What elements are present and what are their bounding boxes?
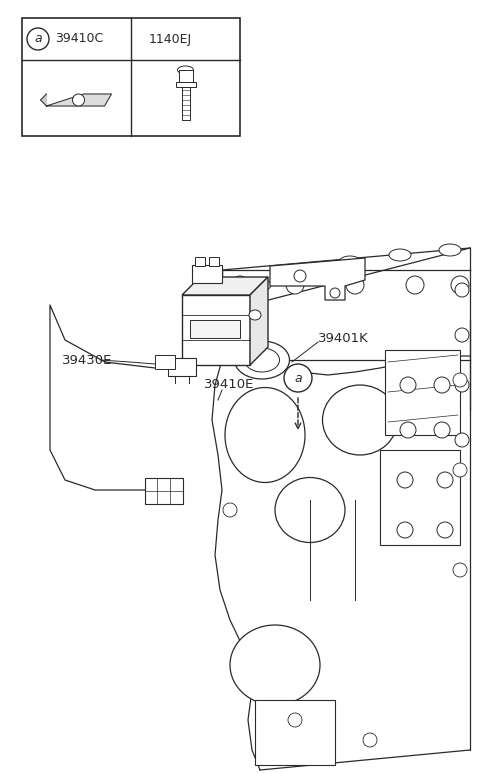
Ellipse shape [294,266,316,278]
Circle shape [434,422,450,438]
Bar [190,320,240,338]
Circle shape [434,377,450,393]
Circle shape [231,276,249,294]
Circle shape [455,433,469,447]
Circle shape [455,283,469,297]
Circle shape [288,713,302,727]
Circle shape [346,276,364,294]
Bar [22,18,240,136]
Text: 1140EJ: 1140EJ [149,32,192,46]
Circle shape [400,422,416,438]
Circle shape [453,373,467,387]
Bar [155,355,175,369]
Circle shape [455,378,469,392]
Text: a: a [294,372,302,384]
Bar [182,295,250,365]
Circle shape [451,276,469,294]
Ellipse shape [178,66,193,74]
Bar [385,350,460,435]
Ellipse shape [249,310,261,320]
Circle shape [397,522,413,538]
Circle shape [437,472,453,488]
Bar [176,82,195,87]
Ellipse shape [323,385,397,455]
Circle shape [223,503,237,517]
Polygon shape [181,87,190,120]
Circle shape [286,276,304,294]
Polygon shape [47,94,111,106]
Bar [179,70,192,82]
Text: 39410E: 39410E [204,379,254,391]
Text: 39410C: 39410C [55,32,103,46]
Circle shape [453,463,467,477]
Ellipse shape [389,249,411,261]
Polygon shape [270,258,365,300]
Ellipse shape [244,348,279,372]
Circle shape [72,94,84,106]
Circle shape [27,28,49,50]
Ellipse shape [235,341,289,379]
Polygon shape [250,277,268,365]
Bar [168,358,196,376]
Circle shape [453,563,467,577]
Text: a: a [34,32,42,46]
Bar [255,700,335,765]
Polygon shape [182,277,268,295]
Circle shape [330,288,340,298]
Circle shape [455,328,469,342]
Circle shape [284,364,312,392]
Ellipse shape [230,625,320,705]
Bar [192,265,222,283]
Circle shape [400,377,416,393]
Text: 39430E: 39430E [62,353,112,366]
Circle shape [363,733,377,747]
Circle shape [397,472,413,488]
Bar [195,257,205,266]
Ellipse shape [439,244,461,256]
Ellipse shape [275,478,345,543]
Circle shape [437,522,453,538]
Ellipse shape [249,279,271,291]
Polygon shape [40,94,47,106]
Ellipse shape [339,256,361,268]
Text: 39401K: 39401K [318,332,369,345]
Ellipse shape [225,387,305,482]
Bar [209,257,219,266]
Bar [380,450,460,545]
Circle shape [294,270,306,282]
Bar [145,478,183,504]
Circle shape [406,276,424,294]
